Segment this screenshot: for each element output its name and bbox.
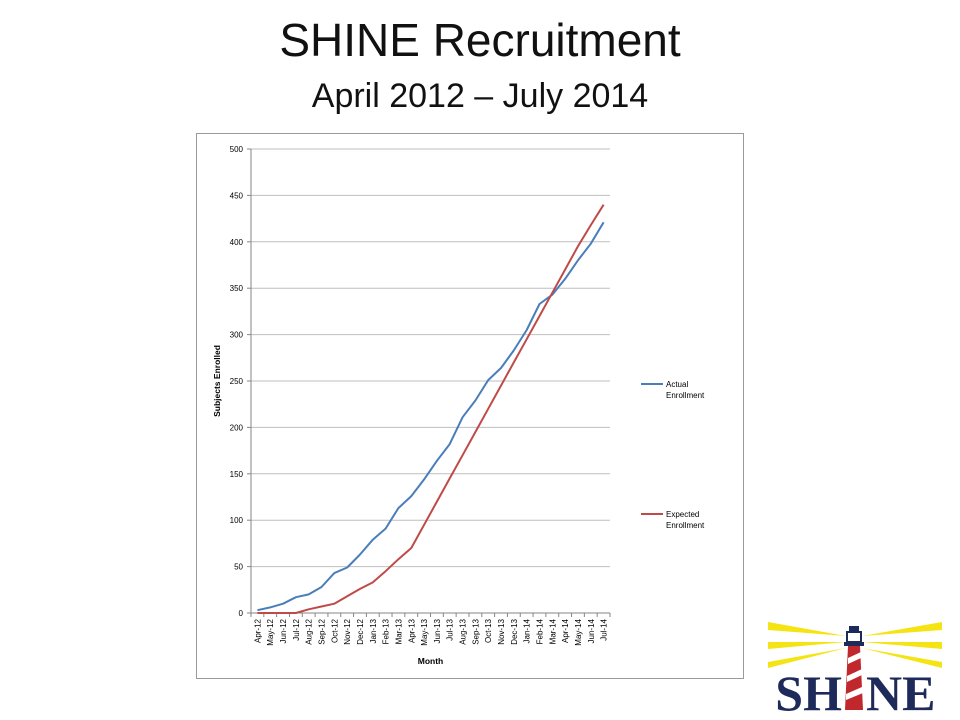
enrollment-line-chart: 0 50 100 150 200 250 300 350 400 450 500 Apr-12 May-…: [212, 145, 705, 666]
legend-label: Expected Enrollment: [666, 510, 705, 530]
x-tick-label: Sep-12: [318, 618, 327, 644]
x-tick-label: Jul-12: [292, 618, 301, 640]
y-tick-label: 500: [230, 145, 244, 154]
logo-beam-left-mid: [768, 642, 846, 649]
y-axis-title: Subjects Enrolled: [212, 345, 222, 417]
y-tick-label: 350: [230, 284, 244, 293]
lighthouse-cap: [849, 626, 859, 632]
x-tick-label: Apr-14: [561, 618, 570, 643]
logo-beam-left-bot: [768, 648, 846, 668]
lighthouse-stripe-2: [847, 669, 862, 682]
legend-label: Actual Enrollment: [666, 380, 705, 400]
y-tick-label: 450: [230, 191, 244, 200]
logo-text-right: NE: [866, 665, 935, 718]
x-tick-label: Jul-14: [600, 618, 609, 640]
lighthouse-lamp: [846, 631, 862, 643]
x-tick-label: Mar-14: [548, 618, 557, 644]
x-tick-label: Jan-13: [369, 618, 378, 643]
logo-text-left: SH: [775, 665, 842, 718]
y-tick-label: 300: [230, 331, 244, 340]
logo-beam-right-mid: [862, 642, 942, 649]
lighthouse-gallery: [844, 642, 864, 646]
x-tick-label: Jun-14: [587, 618, 596, 643]
x-tick-label: Dec-12: [356, 618, 365, 644]
logo-beam-left-top: [768, 622, 846, 636]
x-tick-label: Jun-13: [433, 618, 442, 643]
x-tick-label: Nov-12: [343, 618, 352, 644]
chart-frame: 0 50 100 150 200 250 300 350 400 450 500 Apr-12 May-…: [196, 133, 744, 679]
logo-beam-right-top: [862, 622, 942, 636]
y-tick-label: 400: [230, 238, 244, 247]
x-tick-label: May-12: [266, 618, 275, 645]
y-tick-label: 250: [230, 377, 244, 386]
x-tick-label: Jun-12: [279, 618, 288, 643]
y-tick-label: 0: [239, 609, 244, 618]
logo-beam-right-bot: [862, 648, 942, 668]
x-tick-label: Dec-13: [510, 618, 519, 644]
x-tick-label: Oct-13: [484, 618, 493, 643]
x-tick-label: Apr-12: [253, 618, 262, 643]
x-tick-label: Feb-14: [535, 618, 544, 644]
shine-logo: SH NE: [768, 622, 942, 718]
x-tick-label: Aug-13: [459, 618, 468, 644]
slide-title: SHINE Recruitment: [279, 14, 681, 66]
lighthouse-stripe-1: [848, 652, 861, 664]
x-tick-label: Sep-13: [471, 618, 480, 644]
x-tick-label: Mar-13: [394, 618, 403, 644]
y-tick-label: 200: [230, 423, 244, 432]
x-tick-label: Aug-12: [305, 618, 314, 644]
x-axis-title: Month: [418, 656, 444, 666]
x-tick-label: Oct-12: [330, 618, 339, 643]
x-tick-label: Feb-13: [382, 618, 391, 644]
x-tick-label: Nov-13: [497, 618, 506, 644]
y-tick-label: 100: [230, 516, 244, 525]
x-tick-label: May-13: [420, 618, 429, 645]
x-tick-label: May-14: [574, 618, 583, 645]
lighthouse-stripe-3: [846, 687, 863, 700]
x-tick-label: Jan-14: [523, 618, 532, 643]
series-line-expected: [257, 204, 605, 614]
series-line-actual: [257, 221, 605, 612]
x-tick-label: Apr-13: [407, 618, 416, 643]
x-tick-label: Jul-13: [446, 618, 455, 640]
slide-subtitle: April 2012 – July 2014: [311, 77, 649, 115]
y-tick-label: 150: [230, 470, 244, 479]
y-tick-label: 50: [234, 563, 243, 572]
